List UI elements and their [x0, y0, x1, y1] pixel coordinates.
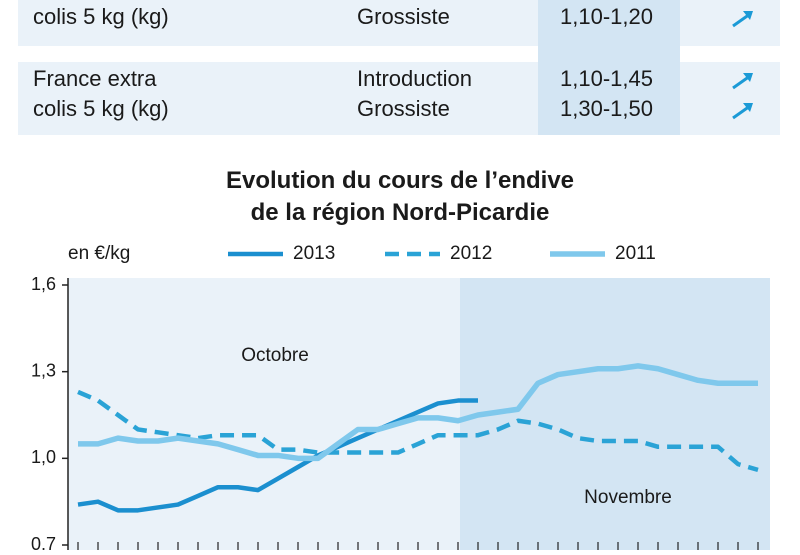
series-line [77, 389, 759, 473]
trend-arrow-head [743, 73, 753, 82]
product: France extra [33, 66, 157, 91]
product: colis 5 kg (kg) [33, 96, 169, 121]
stage: Grossiste [357, 96, 450, 121]
stage: Introduction [357, 66, 472, 91]
trend-arrow-head [743, 11, 753, 20]
series-line [77, 398, 478, 513]
annotation: Octobre [241, 345, 309, 366]
plot: 0,7 1,0 1,3 1,6 2013 2012 2011 [31, 243, 759, 554]
trend-arrow-head [743, 103, 753, 112]
y-tick-label: 1,3 [31, 360, 56, 380]
chart-title: de la région Nord-Picardie [251, 199, 550, 226]
price: 1,10-1,45 [560, 66, 653, 91]
legend-label: 2012 [450, 243, 492, 264]
product: colis 5 kg (kg) [33, 4, 169, 29]
chart-title: Evolution du cours de l’endive [226, 167, 574, 194]
y-axis-label: en €/kg [68, 243, 130, 264]
stage: Grossiste [357, 4, 450, 29]
price: 1,30-1,50 [560, 96, 653, 121]
november-bg [460, 278, 770, 550]
october-bg [68, 278, 460, 550]
series-line [78, 363, 758, 462]
annotation: Novembre [584, 487, 672, 508]
y-tick-label: 1,0 [31, 447, 56, 467]
legend-label: 2013 [293, 243, 335, 264]
y-tick-label: 0,7 [31, 534, 56, 550]
y-tick-label: 1,6 [31, 274, 56, 294]
legend-label: 2011 [615, 243, 656, 264]
price: 1,10-1,20 [560, 4, 653, 29]
price-column [538, 0, 680, 135]
table: France extraExpédition1,00-1,30colis 5 k… [33, 4, 753, 121]
